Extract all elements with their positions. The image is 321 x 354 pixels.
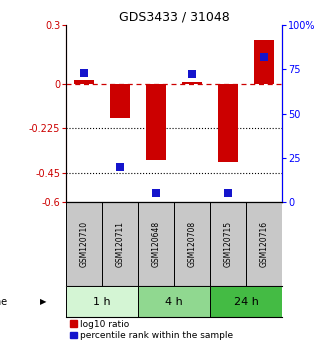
- Bar: [182, 82, 202, 84]
- Text: 4 h: 4 h: [165, 297, 183, 307]
- Text: GSM120648: GSM120648: [152, 221, 160, 268]
- Text: GSM120711: GSM120711: [116, 221, 125, 267]
- Text: GSM120715: GSM120715: [224, 221, 233, 268]
- Text: GSM120710: GSM120710: [79, 221, 88, 268]
- Title: GDS3433 / 31048: GDS3433 / 31048: [119, 11, 230, 24]
- Bar: [138, 286, 210, 317]
- Text: ▶: ▶: [40, 297, 47, 306]
- Bar: [110, 84, 130, 119]
- Text: time: time: [0, 297, 8, 307]
- Point: [117, 164, 123, 170]
- Legend: log10 ratio, percentile rank within the sample: log10 ratio, percentile rank within the …: [70, 320, 233, 340]
- Bar: [218, 84, 238, 162]
- Text: 1 h: 1 h: [93, 297, 111, 307]
- Bar: [102, 202, 138, 286]
- Bar: [210, 286, 282, 317]
- Bar: [74, 80, 94, 84]
- Point: [262, 54, 267, 59]
- Bar: [247, 202, 282, 286]
- Bar: [66, 202, 102, 286]
- Text: GSM120716: GSM120716: [260, 221, 269, 268]
- Bar: [146, 84, 166, 160]
- Bar: [210, 202, 246, 286]
- Bar: [174, 202, 210, 286]
- Bar: [66, 286, 138, 317]
- Bar: [138, 202, 174, 286]
- Point: [153, 190, 159, 196]
- Bar: [255, 40, 274, 84]
- Point: [81, 70, 86, 75]
- Text: GSM120708: GSM120708: [188, 221, 197, 268]
- Text: 24 h: 24 h: [234, 297, 259, 307]
- Point: [226, 190, 231, 196]
- Point: [190, 72, 195, 77]
